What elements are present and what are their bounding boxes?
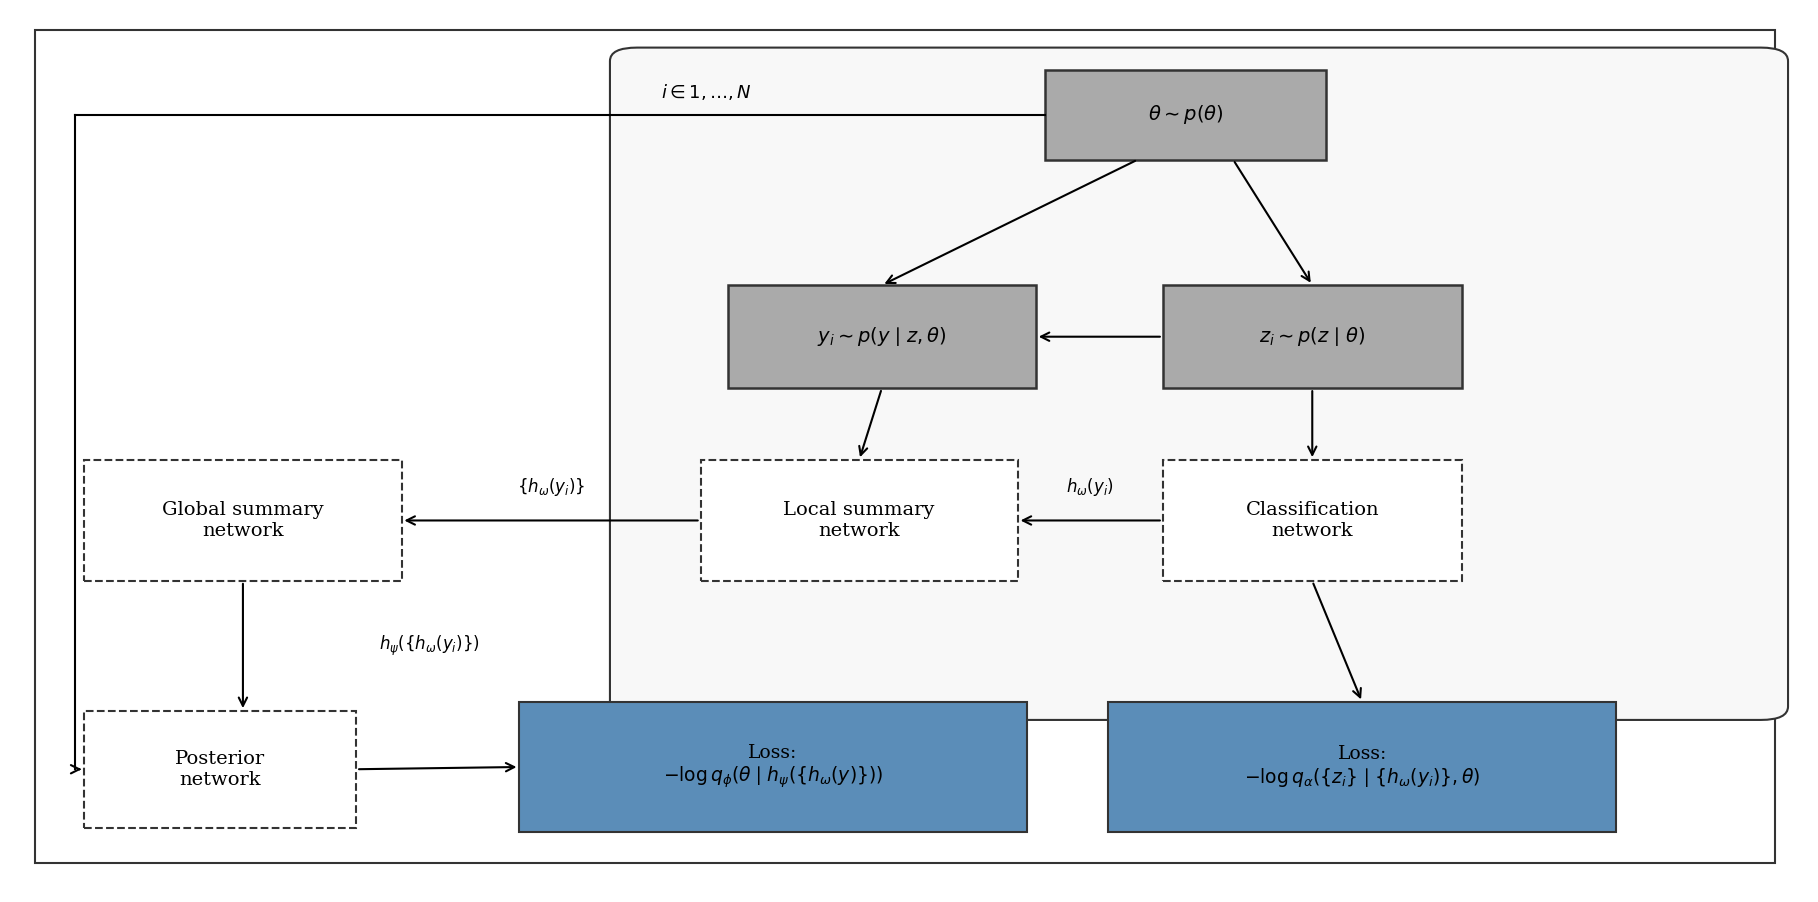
FancyBboxPatch shape [1164, 285, 1462, 388]
Text: $h_\omega(y_i)$: $h_\omega(y_i)$ [1067, 476, 1114, 498]
FancyBboxPatch shape [84, 711, 356, 827]
Text: $i \in 1,\ldots,N$: $i \in 1,\ldots,N$ [660, 82, 751, 103]
FancyBboxPatch shape [84, 460, 402, 581]
FancyBboxPatch shape [1109, 702, 1616, 832]
FancyBboxPatch shape [727, 285, 1036, 388]
FancyBboxPatch shape [700, 460, 1018, 581]
Text: Local summary
network: Local summary network [784, 502, 934, 540]
FancyBboxPatch shape [520, 702, 1027, 832]
Text: $y_i \sim p(y \mid z, \theta)$: $y_i \sim p(y \mid z, \theta)$ [816, 326, 947, 348]
Text: Loss:
$-\log q_\alpha(\{z_i\} \mid \{h_\omega(y_i)\}, \theta)$: Loss: $-\log q_\alpha(\{z_i\} \mid \{h_\… [1244, 745, 1480, 789]
Text: $h_\psi(\{h_\omega(y_i)\})$: $h_\psi(\{h_\omega(y_i)\})$ [378, 634, 480, 658]
Text: Loss:
$-\log q_\phi(\theta \mid h_\psi(\{h_\omega(y)\}))$: Loss: $-\log q_\phi(\theta \mid h_\psi(\… [664, 743, 884, 790]
FancyBboxPatch shape [1164, 460, 1462, 581]
FancyBboxPatch shape [1045, 70, 1325, 160]
Text: $z_i \sim p(z \mid \theta)$: $z_i \sim p(z \mid \theta)$ [1260, 326, 1365, 348]
Text: $\{h_\omega(y_i)\}$: $\{h_\omega(y_i)\}$ [516, 476, 585, 498]
Text: Posterior
network: Posterior network [175, 750, 265, 788]
Text: Global summary
network: Global summary network [162, 502, 324, 540]
FancyBboxPatch shape [611, 48, 1789, 720]
Text: $\theta \sim p(\theta)$: $\theta \sim p(\theta)$ [1147, 104, 1224, 126]
Text: Classification
network: Classification network [1245, 502, 1380, 540]
